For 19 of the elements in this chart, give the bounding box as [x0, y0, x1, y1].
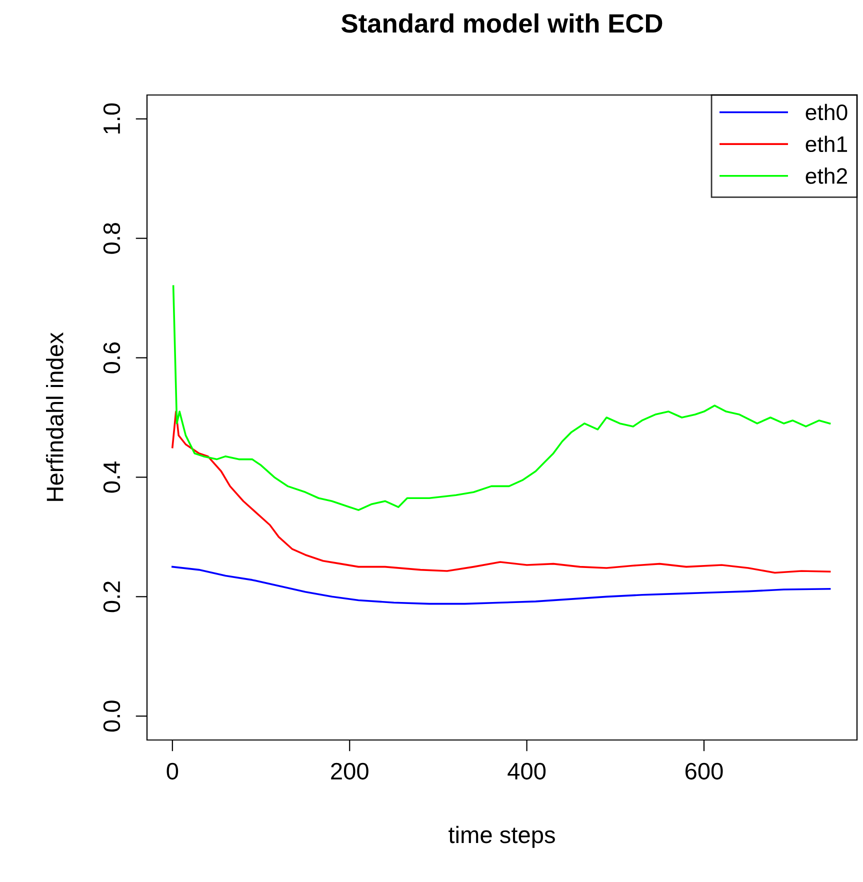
y-tick-label: 0.0 — [103, 700, 120, 732]
legend-label: eth1 — [806, 136, 848, 152]
x-axis-title: time steps — [448, 826, 555, 848]
y-tick-label: 1.0 — [103, 103, 120, 134]
y-tick-label: 0.8 — [103, 222, 120, 254]
x-tick-label: 200 — [331, 762, 368, 780]
x-tick-label: 600 — [686, 762, 723, 780]
line-series — [172, 410, 831, 574]
legend-label: eth2 — [806, 168, 847, 184]
line-series — [172, 566, 831, 605]
y-tick-label: 0.2 — [103, 581, 120, 612]
y-tick-label: 0.6 — [103, 342, 120, 374]
legend-label: eth0 — [806, 104, 848, 120]
line-series — [172, 285, 831, 511]
y-axis-title: Herfindahl index — [46, 332, 64, 501]
x-tick-label: 400 — [508, 762, 546, 780]
x-tick-label: 0 — [166, 762, 178, 780]
y-tick-label: 0.4 — [103, 462, 120, 493]
chart-title: Standard model with ECD — [341, 13, 662, 33]
